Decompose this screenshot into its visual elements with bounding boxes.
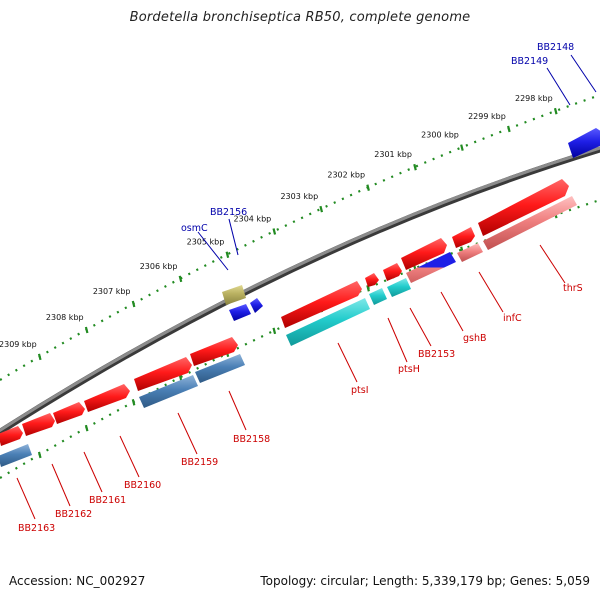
scale-tick-5	[319, 205, 324, 213]
gene-osmC-box[interactable]	[222, 285, 246, 305]
scale-tick-lower-10	[84, 424, 89, 432]
scale-tick-6	[272, 228, 277, 235]
scale-label-4: 2302 kbp	[327, 171, 365, 180]
gene-infC-bar[interactable]	[457, 243, 483, 262]
label-leaders	[16, 54, 597, 520]
scale-label-3: 2301 kbp	[374, 150, 412, 159]
gene-thrS-bar[interactable]	[483, 196, 577, 250]
scale-tick-4	[366, 184, 370, 191]
label-BB2158[interactable]: BB2158	[233, 434, 270, 445]
gene-arrow-9[interactable]	[84, 384, 130, 412]
gene-arrow-12[interactable]	[0, 426, 23, 446]
label-ptsH[interactable]: ptsH	[398, 364, 420, 375]
label-osmC[interactable]: osmC	[181, 223, 208, 234]
scale-tick-0	[553, 107, 558, 115]
gene-arrow-10[interactable]	[53, 402, 85, 424]
label-thrS[interactable]: thrS	[563, 283, 583, 294]
gene-arrow-6[interactable]	[281, 281, 362, 328]
label-BB2160[interactable]: BB2160	[124, 480, 161, 491]
genome-summary-text: Topology: circular; Length: 5,339,179 bp…	[260, 574, 590, 588]
label-BB2156[interactable]: BB2156	[210, 207, 247, 218]
scale-tick-lower-6	[272, 327, 277, 335]
gene-BB2156-arrow[interactable]	[229, 304, 251, 321]
scale-label-11: 2309 kbp	[0, 340, 37, 349]
gene-BB2159-bar[interactable]	[139, 375, 198, 408]
upper-features	[222, 128, 600, 321]
scale-label-9: 2307 kbp	[93, 287, 131, 296]
gene-BB2153-bar[interactable]	[387, 278, 411, 297]
label-BB2149[interactable]: BB2149	[511, 56, 548, 67]
scale-label-6: 2304 kbp	[234, 214, 272, 223]
scale-label-0: 2298 kbp	[515, 94, 553, 103]
label-BB2161[interactable]: BB2161	[89, 495, 126, 506]
secondary-genes	[0, 196, 577, 467]
gene-gshB-split[interactable]	[406, 252, 456, 283]
scale-label-10: 2308 kbp	[46, 313, 84, 322]
label-ptsI[interactable]: ptsI	[351, 385, 369, 396]
gene-arrow-8[interactable]	[134, 357, 192, 391]
gene-labels: BB2148 BB2149 BB2156 osmC thrS infC gshB…	[18, 42, 583, 534]
scale-tick-3	[413, 163, 417, 171]
gene-arrow-7[interactable]	[190, 337, 238, 366]
gene-small-blue-arrow[interactable]	[250, 298, 263, 313]
gene-arrow-2[interactable]	[452, 227, 475, 248]
scale-labels: 2298 kbp 2299 kbp 2300 kbp 2301 kbp 2302 kbp…	[0, 94, 553, 349]
gene-arrow-1[interactable]	[478, 179, 569, 236]
label-BB2162[interactable]: BB2162	[55, 509, 92, 520]
scale-tick-11	[37, 353, 42, 361]
gene-arrow-4[interactable]	[383, 263, 402, 281]
scale-label-8: 2306 kbp	[140, 262, 178, 271]
gene-BB2163-bar[interactable]	[0, 444, 32, 467]
gene-arrow-11[interactable]	[22, 413, 55, 436]
scale-tick-7	[225, 251, 230, 258]
label-gshB[interactable]: gshB	[463, 333, 487, 344]
forward-genes	[0, 179, 569, 446]
scale-tick-lower-4	[366, 285, 370, 292]
gene-ptsH-bar[interactable]	[369, 288, 387, 305]
gene-arrow-3[interactable]	[401, 238, 447, 270]
scale-tick-lower-9	[131, 399, 136, 406]
label-BB2163[interactable]: BB2163	[18, 523, 55, 534]
scale-tick-9	[131, 300, 136, 308]
scale-tick-2	[460, 144, 464, 151]
scale-label-2: 2300 kbp	[421, 131, 459, 140]
genome-backbone	[0, 146, 600, 436]
scale-label-5: 2303 kbp	[280, 192, 318, 201]
scale-tick-8	[178, 275, 183, 283]
map-title: Bordetella bronchiseptica RB50, complete…	[129, 10, 471, 25]
scale-tick-1	[507, 125, 511, 133]
gene-ptsI-bar[interactable]	[286, 298, 370, 346]
scale-label-1: 2299 kbp	[468, 112, 506, 121]
accession-text: Accession: NC_002927	[9, 574, 146, 588]
label-BB2153[interactable]: BB2153	[418, 349, 455, 360]
gene-BB2158-bar[interactable]	[195, 354, 245, 383]
label-infC[interactable]: infC	[503, 313, 522, 324]
scale-tick-lower-11	[37, 451, 42, 459]
scale-major-ticks	[37, 107, 558, 361]
label-BB2148[interactable]: BB2148	[537, 42, 574, 53]
gene-arrow-5[interactable]	[365, 273, 379, 287]
label-BB2159[interactable]: BB2159	[181, 457, 218, 468]
gene-BB2148-arrow[interactable]	[568, 128, 600, 158]
scale-tick-10	[84, 326, 89, 334]
